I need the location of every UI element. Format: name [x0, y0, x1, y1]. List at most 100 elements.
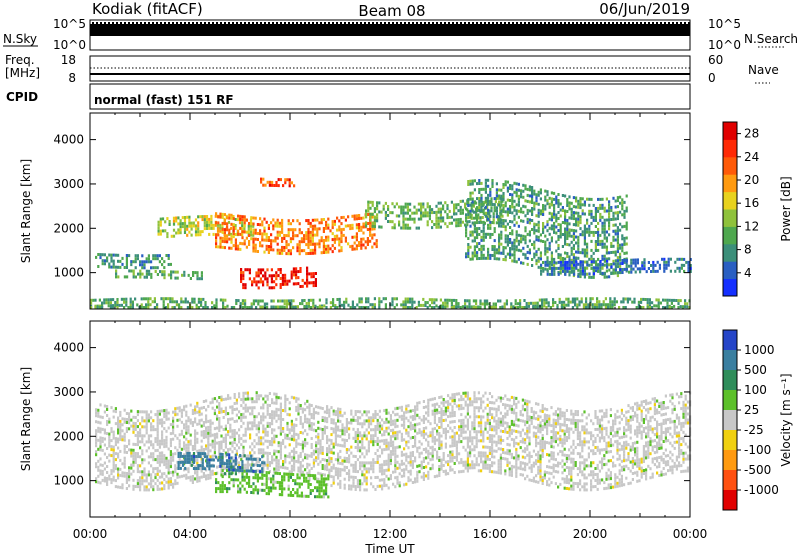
velocity-cell [401, 460, 403, 463]
velocity-cell [95, 465, 97, 468]
power-cell [519, 299, 521, 302]
power-cell [495, 303, 497, 306]
velocity-cell [394, 467, 396, 470]
power-cell [422, 298, 424, 301]
power-cell [491, 248, 493, 251]
power-cell [509, 241, 511, 244]
power-cell [358, 300, 360, 303]
power-cell [465, 219, 467, 222]
velocity-cell [302, 432, 304, 435]
power-cell [409, 298, 411, 301]
power-cell [487, 248, 489, 251]
power-cell [405, 227, 407, 230]
power-cell [354, 248, 356, 251]
power-cell [511, 220, 513, 223]
velocity-cell [146, 449, 148, 452]
velocity-cell [262, 397, 264, 400]
velocity-cell [403, 411, 405, 414]
power-cell [318, 227, 320, 230]
velocity-cell [388, 433, 390, 436]
velocity-cell [117, 456, 119, 459]
velocity-cell [242, 392, 244, 395]
power-cell [601, 258, 603, 261]
power-cell [264, 303, 266, 306]
velocity-cell [293, 438, 295, 441]
velocity-cell [361, 413, 363, 416]
power-cell [400, 303, 402, 306]
power-cell [442, 219, 444, 222]
power-cell [542, 231, 544, 234]
velocity-cell [315, 441, 317, 444]
power-cell [358, 241, 360, 244]
velocity-cell [291, 468, 293, 471]
velocity-cell [152, 425, 154, 428]
velocity-cell [366, 410, 368, 413]
power-cell [210, 227, 212, 230]
power-cell [507, 214, 509, 217]
velocity-cell [381, 439, 383, 442]
power-cell [396, 214, 398, 217]
power-cell [599, 219, 601, 222]
velocity-cell [317, 457, 319, 460]
velocity-cell [102, 479, 104, 482]
velocity-cell [337, 408, 339, 411]
velocity-cell [207, 447, 209, 450]
power-ytick-label: 2000 [53, 221, 84, 235]
power-cell [647, 298, 649, 301]
power-cell [575, 251, 577, 254]
power-cell [396, 202, 398, 205]
power-cell [551, 236, 553, 239]
velocity-cell [135, 416, 137, 419]
power-cell [360, 217, 362, 220]
velocity-cell [366, 419, 368, 422]
power-cell [281, 228, 283, 231]
power-cell [204, 301, 206, 304]
power-cell [563, 301, 565, 304]
power-cell [483, 188, 485, 191]
power-cell [535, 223, 537, 226]
power-cell [251, 305, 253, 308]
velocity-cell [271, 428, 273, 431]
velocity-cell [231, 441, 233, 444]
power-cell [527, 218, 529, 221]
velocity-cell [99, 445, 101, 448]
velocity-cell [194, 432, 196, 435]
velocity-cell [368, 467, 370, 470]
power-cell [619, 262, 621, 265]
power-cell [531, 192, 533, 195]
power-cell [598, 303, 600, 306]
velocity-cell [113, 467, 115, 470]
velocity-cell [154, 413, 156, 416]
power-cell [402, 227, 404, 230]
velocity-cell [198, 449, 200, 452]
power-cell [289, 184, 291, 187]
power-cell [626, 207, 628, 210]
power-cell [123, 298, 125, 301]
power-cell [555, 199, 557, 202]
power-cell [263, 233, 265, 236]
power-cell [566, 261, 568, 264]
power-cell [557, 202, 559, 205]
power-cell [277, 219, 279, 222]
power-cell [502, 222, 504, 225]
velocity-cell [170, 459, 172, 462]
power-cell [572, 298, 574, 301]
velocity-cell [163, 427, 165, 430]
power-cell [630, 271, 632, 274]
velocity-cell [394, 452, 396, 455]
velocity-cell [302, 411, 304, 414]
power-cell [584, 204, 586, 207]
power-cell [376, 213, 378, 216]
power-cell [429, 217, 431, 220]
velocity-cell [357, 443, 359, 446]
velocity-cell [139, 476, 141, 479]
power-cell [465, 216, 467, 219]
velocity-cell [163, 460, 165, 463]
power-cell [242, 271, 244, 274]
velocity-cell [143, 479, 145, 482]
velocity-cell [269, 452, 271, 455]
velocity-cell [304, 402, 306, 405]
velocity-cell [392, 423, 394, 426]
velocity-cell [361, 464, 363, 467]
power-cell [595, 231, 597, 234]
